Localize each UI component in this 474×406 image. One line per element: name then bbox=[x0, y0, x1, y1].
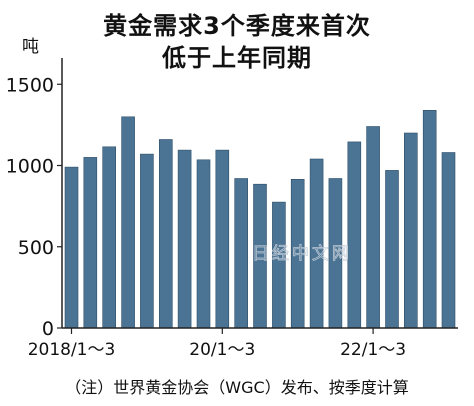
bar bbox=[140, 153, 154, 329]
bar bbox=[102, 146, 116, 329]
bar bbox=[234, 178, 248, 329]
bar-series bbox=[64, 110, 456, 329]
bar bbox=[347, 141, 362, 329]
y-tick-label: 1000 bbox=[6, 156, 54, 178]
bar bbox=[121, 116, 135, 329]
chart-title-line-1: 黄金需求3个季度来首次 bbox=[103, 12, 371, 40]
bar bbox=[196, 159, 211, 329]
bar bbox=[159, 139, 173, 329]
x-tick-label: 2018/1～3 bbox=[28, 340, 116, 360]
x-tick-label: 20/1～3 bbox=[189, 340, 255, 360]
x-axis: 2018/1～3 20/1～3 22/1～3 bbox=[28, 327, 458, 360]
y-axis: 0 500 1000 1500 bbox=[6, 58, 63, 340]
y-tick-label: 0 bbox=[42, 318, 54, 340]
bar bbox=[441, 152, 456, 329]
bar bbox=[215, 149, 230, 329]
y-tick-label: 500 bbox=[18, 237, 54, 259]
bar bbox=[403, 132, 418, 329]
x-tick-label: 22/1～3 bbox=[340, 340, 406, 360]
chart-footnote: （注）世界黄金协会（WGC）发布、按季度计算 bbox=[65, 378, 409, 397]
bar bbox=[366, 126, 380, 329]
watermark: 日经中文网 bbox=[252, 244, 352, 264]
bar bbox=[177, 149, 192, 329]
y-tick-label: 1500 bbox=[6, 74, 54, 96]
bar bbox=[385, 170, 399, 329]
chart-title-line-2: 低于上年同期 bbox=[162, 44, 312, 72]
bar bbox=[272, 201, 286, 329]
y-axis-label: 吨 bbox=[22, 37, 39, 57]
bar bbox=[64, 166, 79, 329]
bar bbox=[83, 157, 98, 329]
bar bbox=[422, 110, 437, 329]
